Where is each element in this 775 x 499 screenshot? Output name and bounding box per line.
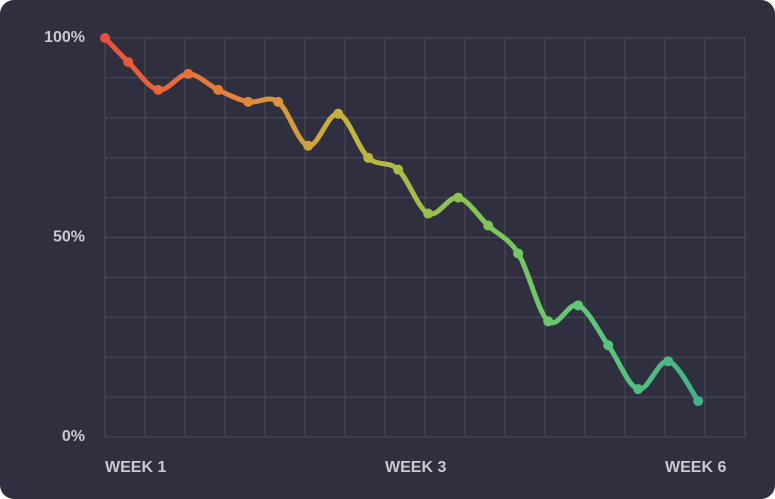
data-point	[123, 56, 134, 67]
data-point	[573, 300, 584, 311]
data-point	[423, 208, 434, 219]
data-point	[483, 220, 494, 231]
data-point	[273, 96, 284, 107]
data-point	[183, 68, 194, 79]
data-point	[513, 248, 524, 259]
data-point	[603, 340, 614, 351]
y-tick-label: 0%	[62, 428, 85, 445]
data-point	[453, 192, 464, 203]
data-point	[213, 84, 224, 95]
data-point	[543, 316, 554, 327]
data-point	[693, 396, 704, 407]
data-point	[633, 384, 644, 395]
data-point	[663, 356, 674, 367]
x-tick-label: WEEK 6	[665, 459, 726, 476]
y-tick-label: 100%	[44, 29, 85, 46]
data-point	[100, 33, 110, 43]
data-point	[393, 164, 404, 175]
x-tick-label: WEEK 3	[385, 459, 446, 476]
data-point	[153, 84, 164, 95]
x-tick-label: WEEK 1	[105, 459, 166, 476]
data-point	[243, 96, 254, 107]
data-point	[333, 108, 344, 119]
data-point	[303, 140, 314, 151]
y-tick-label: 50%	[53, 229, 85, 246]
data-point	[363, 152, 374, 163]
